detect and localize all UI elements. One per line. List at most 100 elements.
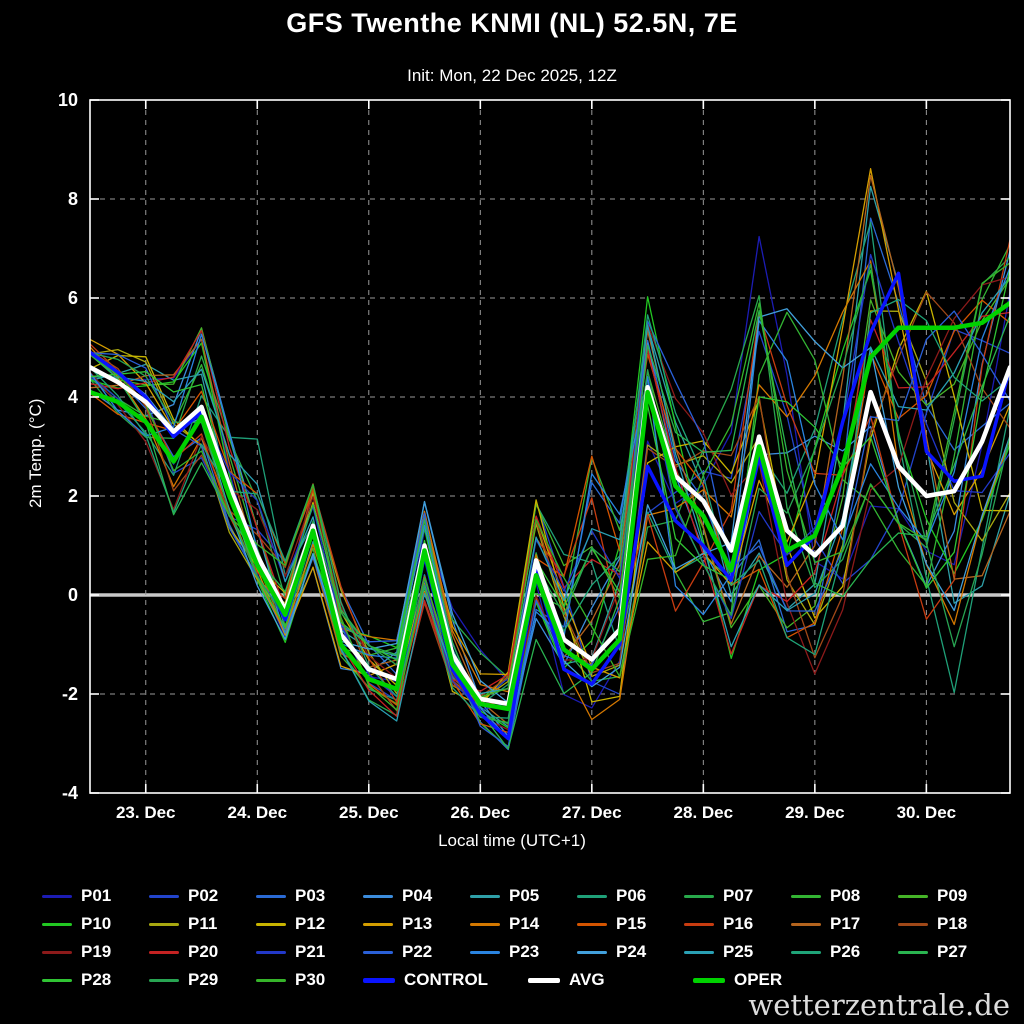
legend-entry-p26: P26 [791, 942, 898, 962]
chart-title: GFS Twenthe KNMI (NL) 52.5N, 7E [286, 8, 738, 38]
legend-label: P16 [723, 914, 754, 933]
legend-label: CONTROL [404, 970, 489, 989]
legend-label: P02 [188, 886, 219, 905]
legend-entry-p28: P28 [42, 970, 149, 990]
x-tick-label: 27. Dec [562, 803, 622, 822]
legend-label: OPER [734, 970, 783, 989]
legend-entry-p05: P05 [470, 886, 577, 906]
legend-label: P11 [188, 914, 218, 933]
y-tick-label: 10 [58, 90, 78, 110]
legend-label: P29 [188, 970, 219, 989]
y-tick-label: 2 [68, 486, 78, 506]
legend-label: P20 [188, 942, 219, 961]
member-line-p06 [90, 221, 1010, 706]
legend-entry-p22: P22 [363, 942, 470, 962]
legend-swatch-p21 [256, 950, 286, 954]
x-tick-label: 23. Dec [116, 803, 176, 822]
member-line-p22 [90, 310, 1010, 748]
legend-entry-p13: P13 [363, 914, 470, 934]
legend-swatch-p09 [898, 894, 928, 898]
member-line-p29 [90, 263, 1010, 725]
x-tick-label: 26. Dec [451, 803, 511, 822]
avg-line [90, 365, 1010, 707]
legend-label: P14 [509, 914, 540, 933]
gridlines [90, 100, 1010, 793]
legend-swatch-p03 [256, 894, 286, 898]
legend-label: P08 [830, 886, 861, 905]
legend-swatch-p11 [149, 922, 179, 926]
legend-swatch-p04 [363, 894, 393, 898]
y-tick-label: 0 [68, 585, 78, 605]
legend-entry-p23: P23 [470, 942, 577, 962]
legend-entry-avg: AVG [528, 970, 693, 990]
legend-entry-p17: P17 [791, 914, 898, 934]
legend-swatch-p16 [684, 922, 714, 926]
legend-entry-p04: P04 [363, 886, 470, 906]
legend-swatch-control [363, 977, 395, 983]
legend-entry-p18: P18 [898, 914, 1005, 934]
legend-swatch-p29 [149, 978, 179, 982]
legend-entry-oper: OPER [693, 970, 858, 990]
legend-label: P28 [81, 970, 112, 989]
legend-label: P25 [723, 942, 754, 961]
legend-entry-p11: P11 [149, 914, 256, 934]
x-tick-label: 30. Dec [897, 803, 957, 822]
member-line-p01 [90, 235, 1010, 709]
legend-entry-p08: P08 [791, 886, 898, 906]
legend-entry-p01: P01 [42, 886, 149, 906]
legend-swatch-p05 [470, 894, 500, 898]
legend-swatch-p22 [363, 950, 393, 954]
legend-entry-p12: P12 [256, 914, 363, 934]
x-tick-label: 29. Dec [785, 803, 845, 822]
legend-entry-p27: P27 [898, 942, 1005, 962]
legend-swatch-p15 [577, 922, 607, 926]
axis-ticks-and-labels: -4 -2 0 2 4 6 8 10 23. Dec 24. Dec 25. Dec 26. Dec 2… [58, 90, 1010, 822]
legend-label: P03 [295, 886, 326, 905]
legend-swatch-p12 [256, 922, 286, 926]
legend-label: P24 [616, 942, 647, 961]
legend-swatch-p20 [149, 950, 179, 954]
legend-label: P01 [81, 886, 112, 905]
legend-entry-p03: P03 [256, 886, 363, 906]
legend-label: P26 [830, 942, 861, 961]
y-tick-label: 8 [68, 189, 78, 209]
legend-swatch-p23 [470, 950, 500, 954]
watermark-text: wetterzentrale.de [748, 988, 1010, 1022]
legend-swatch-p18 [898, 922, 928, 926]
member-line-p19 [90, 276, 1010, 731]
legend-label: P04 [402, 886, 433, 905]
legend-swatch-p26 [791, 950, 821, 954]
legend-entry-control: CONTROL [363, 970, 528, 990]
legend-label: P07 [723, 886, 754, 905]
legend-label: P13 [402, 914, 433, 933]
chart-subtitle: Init: Mon, 22 Dec 2025, 12Z [407, 66, 617, 85]
legend-swatch-p01 [42, 894, 72, 898]
legend-label: P19 [81, 942, 112, 961]
legend-swatch-p02 [149, 894, 179, 898]
legend-row: P19 P20 P21 P22 P23 P24 P25 P26 P27 [42, 940, 1014, 964]
legend-entry-p30: P30 [256, 970, 363, 990]
legend-swatch-p25 [684, 950, 714, 954]
legend-entry-p07: P07 [684, 886, 791, 906]
y-tick-label: 6 [68, 288, 78, 308]
legend-entry-p16: P16 [684, 914, 791, 934]
legend-label: P22 [402, 942, 433, 961]
ensemble-member-lines [90, 168, 1010, 751]
main-lines [90, 271, 1010, 741]
legend-label: P12 [295, 914, 326, 933]
legend-row: P28 P29 P30 CONTROL AVG OPER [42, 968, 1014, 992]
member-line-p10 [90, 269, 1010, 729]
legend-swatch-p17 [791, 922, 821, 926]
legend-swatch-p27 [898, 950, 928, 954]
legend-entry-p21: P21 [256, 942, 363, 962]
legend-label: P21 [295, 942, 326, 961]
legend-label: P23 [509, 942, 540, 961]
member-line-p02 [90, 328, 1010, 703]
legend-entry-p19: P19 [42, 942, 149, 962]
legend-entry-p24: P24 [577, 942, 684, 962]
legend-swatch-p07 [684, 894, 714, 898]
legend-row: P01 P02 P03 P04 P05 P06 P07 P08 P09 [42, 884, 1014, 908]
legend-swatch-p10 [42, 922, 72, 926]
plot-frame [89, 99, 1011, 794]
